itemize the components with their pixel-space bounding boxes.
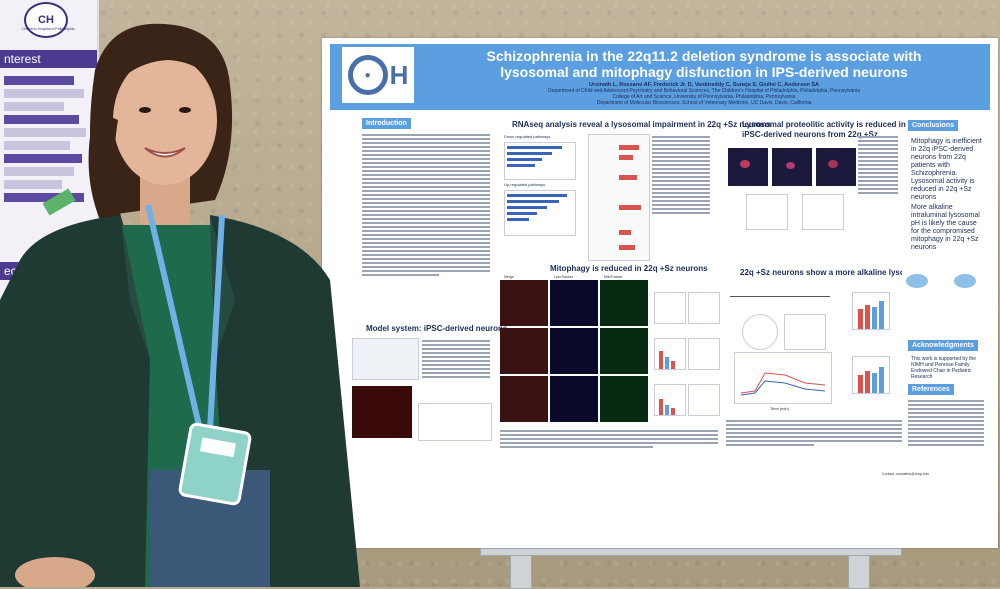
lysosome-image-wt bbox=[728, 148, 768, 186]
model-neuron-image bbox=[352, 386, 412, 438]
left-poster-text-blocks bbox=[0, 72, 97, 206]
lysosome-image-22q-sz bbox=[816, 148, 856, 186]
introduction-text bbox=[362, 132, 490, 307]
chop-logo: ● H bbox=[342, 47, 414, 103]
col-lysotracker-label: LysoTracker bbox=[554, 275, 573, 279]
lysosomal-heading-line-2: iPSC-derived neurons from 22q +Sz bbox=[742, 130, 878, 139]
ph-heading: 22q +Sz neurons show a more alkaline lys… bbox=[740, 268, 941, 277]
references-heading: References bbox=[908, 384, 954, 395]
mito-merge-1 bbox=[500, 280, 548, 326]
col-mitotracker-label: MitoTracker bbox=[604, 275, 623, 279]
conclusion-item-2: Lysosomal activity is reduced in 22q +Sz… bbox=[911, 178, 975, 201]
references-text bbox=[908, 398, 984, 458]
conclusion-model-diagram bbox=[902, 264, 986, 316]
model-bar-chart bbox=[418, 403, 492, 441]
mito-mito-2 bbox=[600, 328, 648, 374]
left-poster-logo-caption: Children's Hospital of Philadelphia bbox=[21, 27, 75, 31]
model-text bbox=[422, 338, 490, 398]
left-poster-logo: CH bbox=[24, 2, 68, 38]
ph-time-course-lines bbox=[740, 372, 826, 396]
lysosomal-heading-line-1: Lysosomal proteolitic activity is reduce… bbox=[742, 120, 906, 129]
lysosomal-bar-chart-2 bbox=[802, 194, 844, 230]
mito-dot-plot-1 bbox=[654, 292, 686, 324]
poster-title-line-2: lysosomal and mitophagy disfunction in I… bbox=[500, 64, 908, 80]
poster-affiliation-3: Department of Molecular Biosciences, Sch… bbox=[596, 100, 812, 106]
mito-merge-3 bbox=[500, 376, 548, 422]
mito-bar-plot-1 bbox=[654, 338, 686, 370]
conclusion-item-3: More alkaline intraluminal lysosomal pH … bbox=[911, 204, 980, 251]
poster-title-line-1: Schizophrenia in the 22q11.2 deletion sy… bbox=[486, 48, 922, 64]
stand-bar bbox=[480, 548, 902, 556]
left-poster-band-interest: nterest bbox=[0, 50, 97, 68]
acknowledgments-heading: Acknowledgments bbox=[908, 340, 978, 351]
logo-letter: H bbox=[389, 59, 409, 90]
lysosome-image-22q bbox=[772, 148, 812, 186]
legend-downregulated: Down-regulated pathways bbox=[504, 134, 551, 139]
lysosomal-bar-chart-1 bbox=[746, 194, 788, 230]
ph-timeline-diagram bbox=[726, 284, 836, 310]
contact-info: Contact: ursinathlu@chop.edu bbox=[882, 472, 930, 476]
mito-mito-3 bbox=[600, 376, 648, 422]
logo-circle-icon: ● bbox=[347, 55, 388, 95]
conclusion-item-1: Mitophagy is inefficient in 22q iPSC-der… bbox=[911, 138, 982, 177]
ph-figure-legend bbox=[726, 418, 902, 458]
mitophagy-figure-legend bbox=[500, 428, 718, 458]
mitophagy-heading: Mitophagy is reduced in 22q +Sz neurons bbox=[550, 264, 708, 273]
mito-bar-plot-2 bbox=[688, 338, 720, 370]
poster-affiliation-2: College of Art and Science, University o… bbox=[612, 94, 796, 100]
mito-dot-plot-2 bbox=[688, 292, 720, 324]
mito-bar-plot-3 bbox=[654, 384, 686, 416]
up-pathway-bars bbox=[504, 190, 576, 236]
poster-authors-block: Ursinath L, Roxsano AF, Frederick Jr. D,… bbox=[424, 82, 984, 106]
lysosomal-figure-legend bbox=[858, 134, 898, 254]
poster-affiliation-1: Department of Child and Adolescent Psych… bbox=[548, 88, 860, 94]
rnaseq-figure-legend bbox=[652, 134, 710, 259]
poster-authors: Ursinath L, Roxsano AF, Frederick Jr. D,… bbox=[588, 82, 820, 88]
down-pathway-bars bbox=[504, 142, 576, 180]
gene-expression-table bbox=[588, 134, 650, 261]
time-axis-label: Time (min) bbox=[770, 406, 789, 411]
mito-bar-plot-4 bbox=[688, 384, 720, 416]
main-poster: ● H Schizophrenia in the 22q11.2 deletio… bbox=[322, 38, 998, 548]
rnaseq-heading: RNAseq analysis reveal a lysosomal impai… bbox=[512, 120, 771, 129]
mito-merge-2 bbox=[500, 328, 548, 374]
ph-spectrum-chart bbox=[784, 314, 826, 350]
acknowledgments-text: This work is supported by the NIMH and P… bbox=[911, 356, 977, 380]
model-diagram bbox=[352, 338, 419, 380]
ph-time-course-chart bbox=[734, 352, 832, 404]
col-merge-label: Merge bbox=[504, 275, 514, 279]
poster-header: ● H Schizophrenia in the 22q11.2 deletio… bbox=[330, 44, 990, 110]
model-system-heading: Model system: iPSC-derived neurons bbox=[366, 324, 508, 333]
ph-cell-diagram bbox=[742, 314, 778, 350]
ph-bar-chart-2 bbox=[852, 356, 890, 394]
conclusions-heading: Conclusions bbox=[908, 120, 959, 131]
mito-lyso-3 bbox=[550, 376, 598, 422]
presenter-woman bbox=[0, 23, 360, 587]
mito-mito-1 bbox=[600, 280, 648, 326]
poster-title: Schizophrenia in the 22q11.2 deletion sy… bbox=[424, 48, 984, 80]
legend-upregulated: Up-regulated pathways bbox=[504, 182, 546, 187]
introduction-heading: Introduction bbox=[362, 118, 411, 129]
ph-bar-chart-1 bbox=[852, 292, 890, 330]
mito-lyso-2 bbox=[550, 328, 598, 374]
mito-lyso-1 bbox=[550, 280, 598, 326]
left-poster-logo-text: CH bbox=[38, 14, 54, 26]
